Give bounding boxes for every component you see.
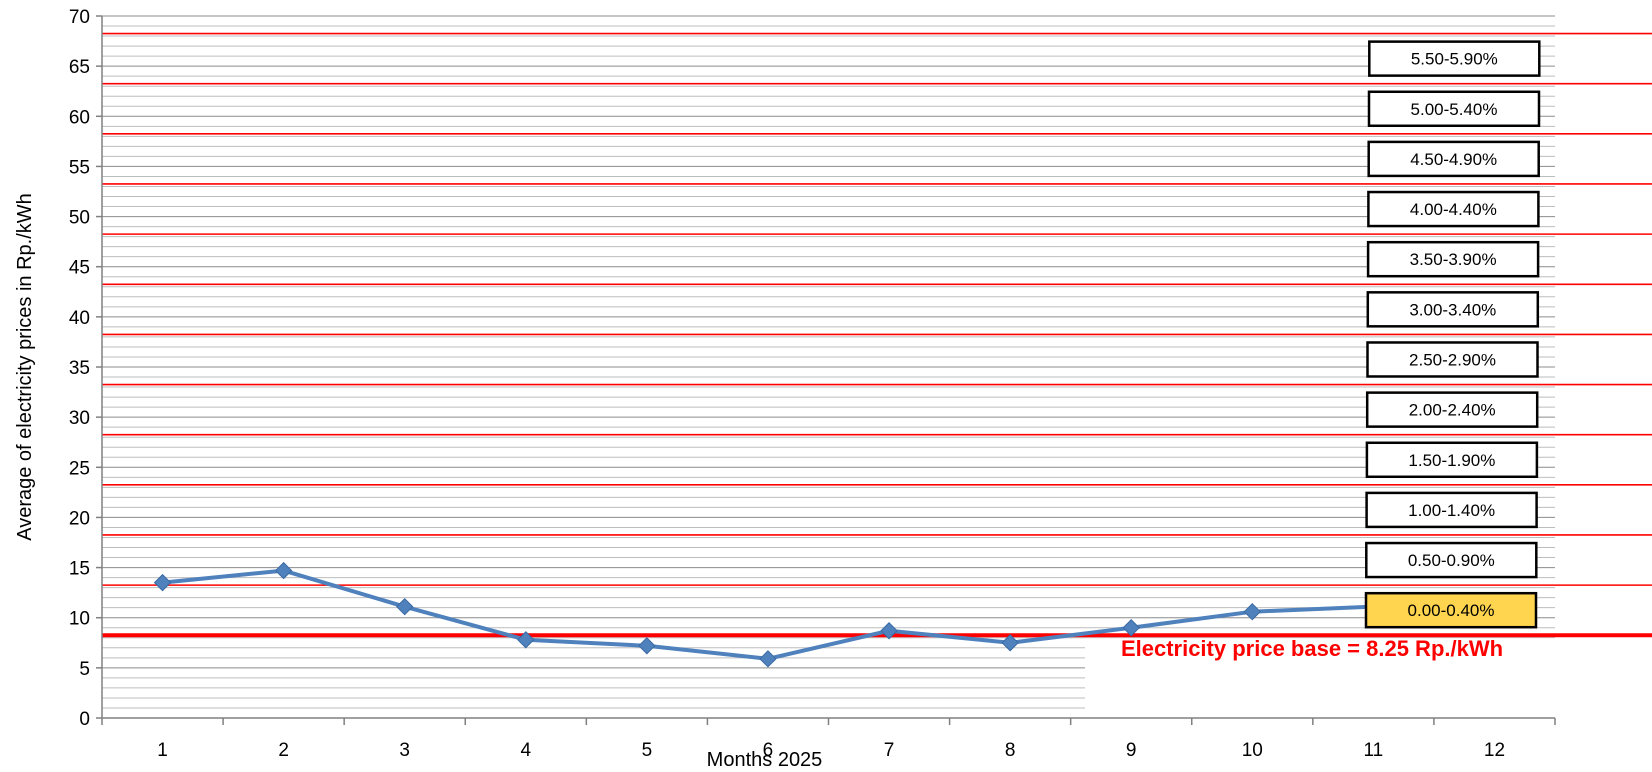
x-tick-label: 6 xyxy=(763,740,774,761)
y-tick-label: 65 xyxy=(69,57,90,78)
band-label-box xyxy=(1367,190,1540,228)
data-point xyxy=(517,631,535,649)
band-label-box xyxy=(1367,90,1541,128)
y-axis-title: Average of electricity prices in Rp./kWh xyxy=(14,193,36,541)
data-point xyxy=(396,597,414,616)
y-tick-label: 50 xyxy=(69,208,90,229)
band-label-box xyxy=(1365,391,1539,428)
band-label-box xyxy=(1364,591,1538,629)
band-label-box xyxy=(1367,140,1540,178)
data-point xyxy=(880,622,898,640)
y-tick-label: 10 xyxy=(69,609,90,630)
band-label-text: 4.50-4.90% xyxy=(1410,150,1497,169)
y-tick-label: 5 xyxy=(79,659,90,680)
band-label-text: 5.50-5.90% xyxy=(1411,50,1498,69)
band-label-text: 3.50-3.90% xyxy=(1410,250,1497,269)
band-label-text: 0.00-0.40% xyxy=(1408,601,1495,620)
x-tick-label: 7 xyxy=(884,740,895,761)
x-tick-label: 3 xyxy=(399,740,410,761)
band-label-box xyxy=(1366,341,1539,378)
y-tick-label: 25 xyxy=(69,458,90,479)
x-tick-label: 5 xyxy=(642,740,653,761)
base-price-annotation: Electricity price base = 8.25 Rp./kWh xyxy=(1121,636,1503,661)
y-tick-label: 55 xyxy=(69,157,90,178)
band-label-box xyxy=(1368,40,1541,77)
y-tick-label: 45 xyxy=(69,258,90,279)
x-tick-label: 4 xyxy=(521,740,532,761)
band-label-box xyxy=(1365,541,1538,579)
band-label-box xyxy=(1365,491,1538,529)
y-tick-label: 0 xyxy=(79,709,90,730)
data-point xyxy=(759,650,777,668)
x-tick-label: 10 xyxy=(1242,740,1263,761)
band-label-text: 2.00-2.40% xyxy=(1409,401,1496,420)
x-tick-label: 11 xyxy=(1364,740,1384,761)
band-label-box xyxy=(1365,441,1539,479)
y-tick-label: 35 xyxy=(69,358,90,379)
y-tick-label: 40 xyxy=(69,308,90,329)
band-labels: 0.00-0.40% 0.50-0.90% 1.00-1.40% 1.50-1.90%… xyxy=(1364,40,1541,629)
band-label-text: 4.00-4.40% xyxy=(1410,200,1497,219)
data-point xyxy=(1243,602,1261,621)
data-point xyxy=(274,561,293,580)
data-point xyxy=(153,573,172,592)
x-tick-label: 8 xyxy=(1005,740,1016,761)
y-tick-label: 60 xyxy=(69,107,90,128)
data-point xyxy=(1122,619,1140,637)
data-point xyxy=(1001,634,1019,652)
band-label-text: 0.50-0.90% xyxy=(1408,551,1495,570)
band-label-text: 1.50-1.90% xyxy=(1408,451,1495,470)
data-point xyxy=(638,637,656,655)
x-axis-title: Months 2025 xyxy=(707,749,823,771)
band-label-text: 2.50-2.90% xyxy=(1409,350,1496,369)
grid-lines xyxy=(102,15,1555,709)
band-label-text: 3.00-3.40% xyxy=(1409,300,1496,319)
x-tick-label: 9 xyxy=(1126,740,1137,761)
band-label-text: 5.00-5.40% xyxy=(1411,100,1498,119)
band-label-text: 1.00-1.40% xyxy=(1408,501,1495,520)
y-tick-label: 20 xyxy=(69,508,90,529)
y-tick-label: 30 xyxy=(69,408,90,429)
band-label-box xyxy=(1366,240,1540,278)
band-label-box xyxy=(1366,291,1540,328)
annotation-background xyxy=(1085,638,1557,717)
y-tick-label: 15 xyxy=(69,559,90,580)
y-tick-label: 70 xyxy=(69,7,90,28)
x-tick-label: 1 xyxy=(157,740,168,761)
x-tick-label: 12 xyxy=(1484,740,1505,761)
x-tick-label: 2 xyxy=(278,740,289,761)
